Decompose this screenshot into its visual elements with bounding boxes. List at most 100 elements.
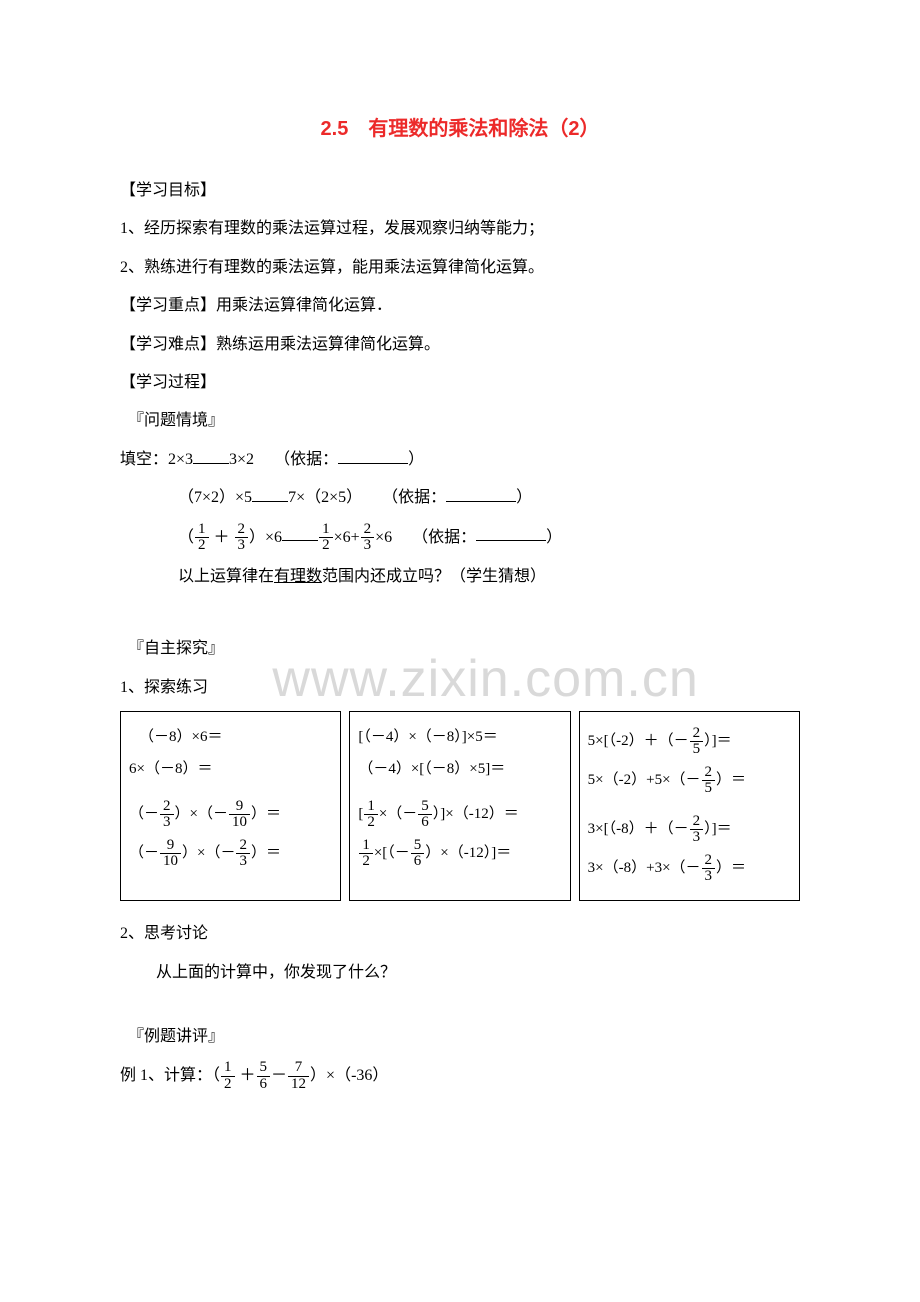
- t: ）×（-36）: [310, 1067, 388, 1084]
- den: 3: [236, 854, 250, 870]
- t: 3×（-8）+3×（－: [588, 860, 701, 876]
- fraction: 23: [235, 522, 249, 555]
- num: 7: [288, 1060, 309, 1077]
- num: 9: [229, 799, 250, 816]
- den: 10: [229, 815, 250, 831]
- basis-close: ）: [516, 489, 532, 506]
- t: －: [271, 1067, 287, 1084]
- den: 2: [319, 538, 333, 554]
- den: 2: [221, 1077, 235, 1093]
- num: 5: [257, 1060, 271, 1077]
- goal-1: 1、经历探索有理数的乘法运算过程，发展观察归纳等能力；: [120, 214, 800, 244]
- blank: [193, 447, 229, 464]
- num: 2: [690, 814, 704, 831]
- den: 6: [257, 1077, 271, 1093]
- b2r4: 12×[（－56）×（-12）]＝: [358, 834, 561, 873]
- t: ）]＝: [704, 733, 732, 749]
- fraction: 23: [702, 853, 716, 886]
- blank: [252, 485, 288, 502]
- explore-2: 2、思考讨论: [120, 919, 800, 949]
- t: 范围内还成立吗？（学生猜想）: [322, 568, 546, 585]
- explore-heading: 『自主探究』: [120, 634, 800, 664]
- example-heading: 『例题讲评』: [120, 1022, 800, 1052]
- basis-open: （依据：: [412, 528, 476, 545]
- fill-line-3: （12 ＋ 23）×612×6+23×6 （依据：）: [120, 522, 800, 555]
- num: 2: [690, 726, 704, 743]
- t: ×（－: [379, 806, 417, 822]
- fraction: 12: [221, 1060, 235, 1093]
- b3r4: 3×（-8）+3×（－23）＝: [588, 849, 791, 888]
- underlined: 有理数: [274, 568, 322, 585]
- t: （: [178, 528, 194, 545]
- fraction: 23: [690, 814, 704, 847]
- t: 例 1、计算：（: [120, 1067, 220, 1084]
- den: 3: [702, 869, 716, 885]
- blank: [446, 485, 516, 502]
- blank: [282, 524, 318, 541]
- t: ×6: [375, 528, 392, 545]
- context-heading: 『问题情境』: [120, 406, 800, 436]
- den: 3: [235, 538, 249, 554]
- den: 3: [160, 815, 174, 831]
- t: ）×（-12）]＝: [425, 845, 511, 861]
- fraction: 910: [229, 799, 250, 832]
- num: 2: [702, 765, 716, 782]
- basis-open: （依据：: [274, 451, 338, 468]
- basis-close: ）: [408, 451, 424, 468]
- t: ×[（－: [374, 845, 410, 861]
- b3r2: 5×（-2）+5×（－25）＝: [588, 761, 791, 800]
- focus: 【学习重点】用乘法运算律简化运算．: [120, 291, 800, 321]
- fraction: 12: [359, 838, 373, 871]
- num: 1: [221, 1060, 235, 1077]
- fill-line-2: （7×2）×57×（2×5） （依据：）: [120, 483, 800, 513]
- t: （－: [129, 806, 159, 822]
- den: 5: [690, 742, 704, 758]
- t: 以上运算律在: [178, 568, 274, 585]
- t: （－: [129, 845, 159, 861]
- num: 1: [195, 522, 209, 539]
- t: ）×（－: [182, 845, 235, 861]
- fraction: 23: [236, 838, 250, 871]
- example-1: 例 1、计算：（12 ＋56－712）×（-36）: [120, 1060, 800, 1093]
- fill1-left: 填空：2×3: [120, 451, 193, 468]
- fraction: 56: [257, 1060, 271, 1093]
- fraction: 25: [702, 765, 716, 798]
- num: 2: [235, 522, 249, 539]
- fill-line-1: 填空：2×3 3×2 （依据： ）: [120, 445, 800, 475]
- b1r4: （－910）×（－23）＝: [129, 834, 332, 873]
- num: 2: [361, 522, 375, 539]
- fraction: 12: [195, 522, 209, 555]
- fill2-right: 7×（2×5）: [288, 489, 362, 506]
- b1r1: （－8）×6＝: [129, 722, 332, 754]
- b2r2: （－4）×[（－8）×5]＝: [358, 754, 561, 786]
- basis-open: （依据：: [382, 489, 446, 506]
- den: 3: [361, 538, 375, 554]
- den: 6: [418, 815, 432, 831]
- t: ）]＝: [704, 821, 732, 837]
- exercise-boxes: （－8）×6＝ 6×（－8）＝ （－23）×（－910）＝ （－910）×（－2…: [120, 711, 800, 901]
- t: 5×[（-2）＋（－: [588, 733, 689, 749]
- num: 1: [319, 522, 333, 539]
- den: 12: [288, 1077, 309, 1093]
- fill1-right: 3×2: [229, 451, 254, 468]
- fraction: 56: [418, 799, 432, 832]
- fraction: 12: [319, 522, 333, 555]
- t: ）×6: [249, 528, 282, 545]
- den: 5: [702, 781, 716, 797]
- context-question: 以上运算律在有理数范围内还成立吗？（学生猜想）: [120, 562, 800, 592]
- num: 2: [702, 853, 716, 870]
- fraction: 910: [160, 838, 181, 871]
- b3r3: 3×[（-8）＋（－23）]＝: [588, 810, 791, 849]
- fraction: 712: [288, 1060, 309, 1093]
- box-1: （－8）×6＝ 6×（－8）＝ （－23）×（－910）＝ （－910）×（－2…: [120, 711, 341, 901]
- b1r3: （－23）×（－910）＝: [129, 795, 332, 834]
- blank: [476, 524, 546, 541]
- b2r1: [（－4）×（－8）]×5＝: [358, 722, 561, 754]
- t: [: [358, 806, 363, 822]
- num: 5: [418, 799, 432, 816]
- t: ＋: [236, 1067, 256, 1084]
- t: 5×（-2）+5×（－: [588, 772, 701, 788]
- t: ）＝: [716, 860, 746, 876]
- fraction: 25: [690, 726, 704, 759]
- content: 2.5 有理数的乘法和除法（2） 【学习目标】 1、经历探索有理数的乘法运算过程…: [120, 110, 800, 1093]
